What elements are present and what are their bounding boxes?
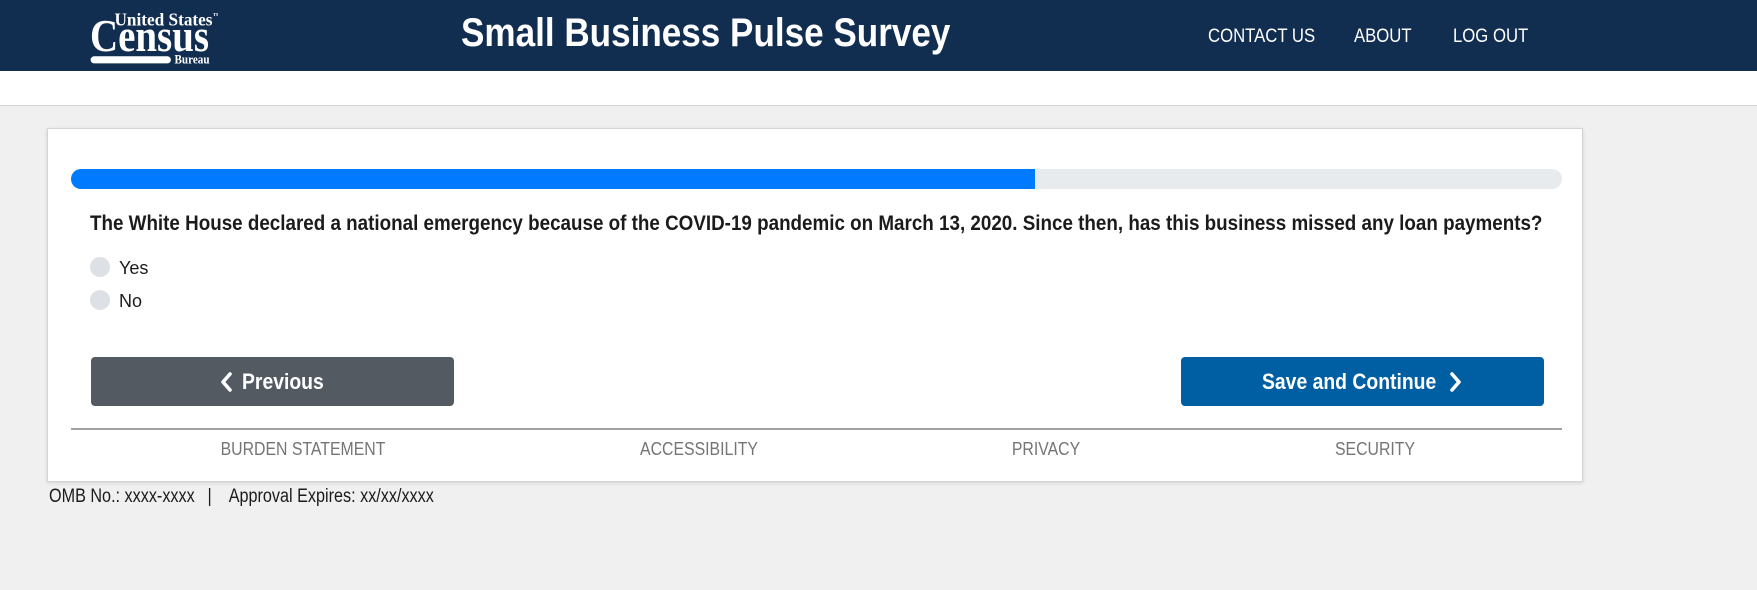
svg-text:TM: TM (213, 12, 218, 17)
svg-text:Bureau: Bureau (175, 51, 210, 66)
svg-text:Census: Census (90, 11, 209, 61)
svg-text:United States: United States (115, 9, 213, 29)
